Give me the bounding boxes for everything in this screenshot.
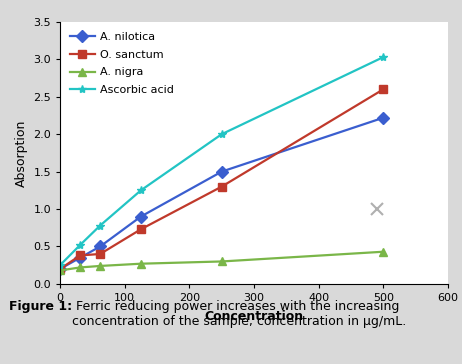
Line: Ascorbic acid: Ascorbic acid [56, 53, 388, 269]
Text: Figure 1:: Figure 1: [9, 300, 73, 313]
X-axis label: Concentration: Concentration [205, 310, 304, 323]
O. sanctum [77, 253, 83, 258]
A. nigra [57, 268, 63, 273]
Line: A. nilotica: A. nilotica [56, 114, 388, 273]
Ascorbic acid [97, 223, 103, 228]
O. sanctum [57, 267, 63, 271]
A. nilotica [77, 256, 83, 260]
Line: A. nigra: A. nigra [56, 248, 388, 274]
A. nigra [138, 261, 144, 266]
A. nilotica [219, 169, 225, 174]
Ascorbic acid [77, 243, 83, 247]
A. nilotica [57, 267, 63, 271]
A. nilotica [138, 214, 144, 219]
A. nigra [381, 250, 386, 254]
Ascorbic acid [381, 55, 386, 59]
O. sanctum [219, 185, 225, 189]
Line: O. sanctum: O. sanctum [56, 85, 388, 273]
O. sanctum [381, 87, 386, 91]
Ascorbic acid [219, 132, 225, 136]
Y-axis label: Absorption: Absorption [15, 119, 28, 187]
A. nilotica [97, 244, 103, 249]
A. nilotica [381, 115, 386, 120]
Ascorbic acid [138, 188, 144, 193]
Ascorbic acid [57, 263, 63, 268]
A. nigra [219, 259, 225, 264]
A. nigra [97, 264, 103, 268]
A. nigra [77, 265, 83, 270]
O. sanctum [138, 227, 144, 232]
O. sanctum [97, 252, 103, 256]
Text: Ferric reducing power increases with the increasing
concentration of the sample,: Ferric reducing power increases with the… [72, 300, 406, 328]
Legend: A. nilotica, O. sanctum, A. nigra, Ascorbic acid: A. nilotica, O. sanctum, A. nigra, Ascor… [66, 27, 178, 100]
